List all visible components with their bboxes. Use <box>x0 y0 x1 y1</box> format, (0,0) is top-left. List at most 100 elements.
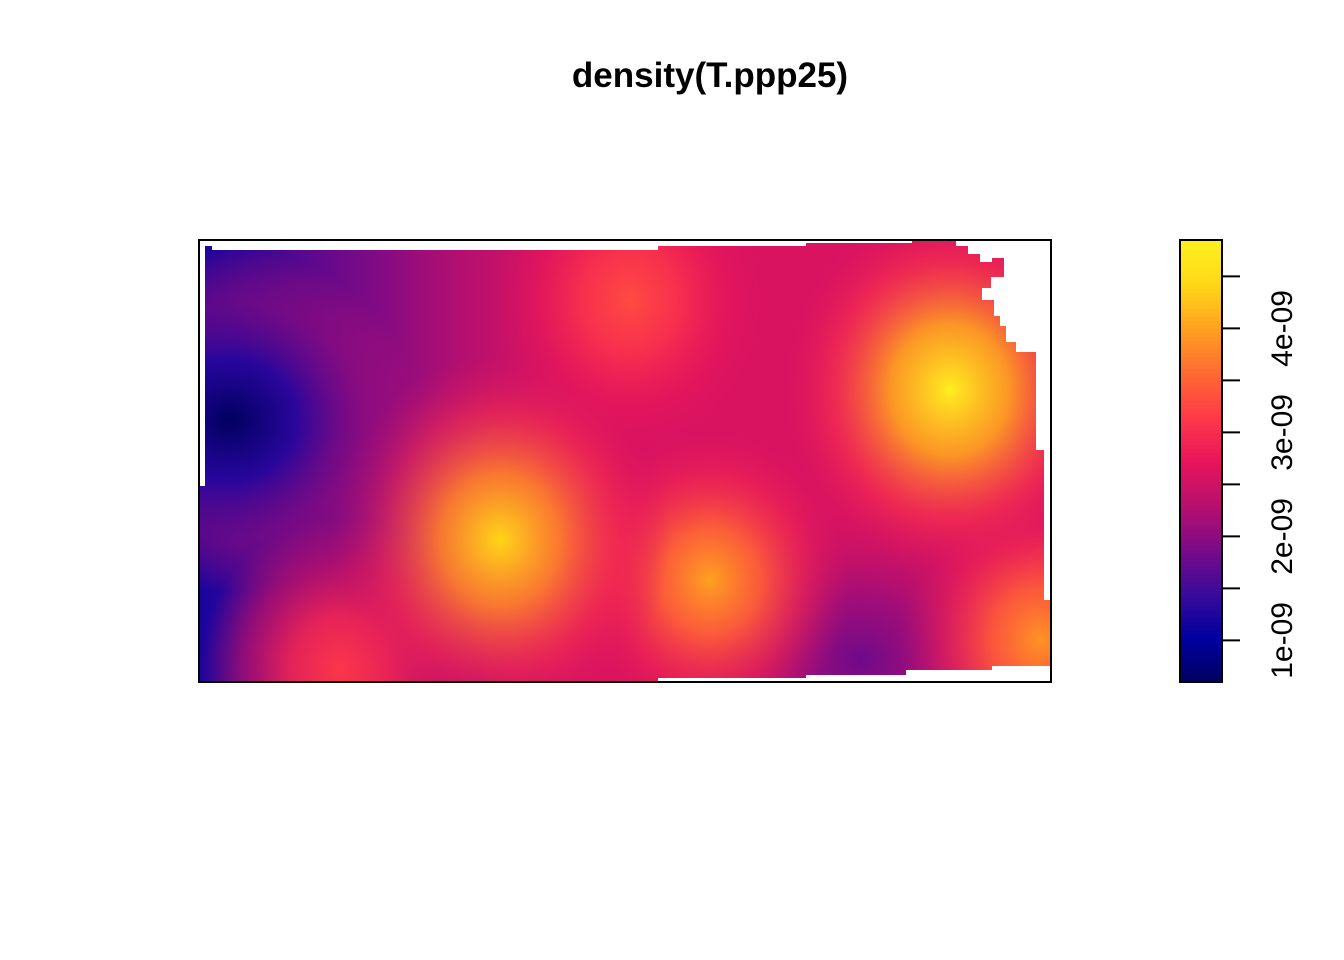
colorbar-swatch <box>1180 633 1222 639</box>
colorbar-swatch <box>1180 388 1222 394</box>
colorbar-swatch <box>1180 565 1222 571</box>
colorbar-swatch <box>1180 537 1222 542</box>
colorbar-swatch <box>1180 561 1222 567</box>
colorbar-swatch <box>1180 280 1222 285</box>
colorbar-swatch <box>1180 436 1222 442</box>
colorbar-swatch <box>1180 493 1222 498</box>
colorbar-swatch <box>1180 553 1222 559</box>
colorbar-swatch <box>1180 344 1222 350</box>
colorbar-swatch <box>1180 461 1222 466</box>
colorbar-swatch <box>1180 360 1222 366</box>
colorbar-swatch <box>1180 529 1222 534</box>
colorbar-swatch <box>1180 665 1222 671</box>
colorbar-swatch <box>1180 581 1222 587</box>
colorbar-swatch <box>1180 328 1222 334</box>
colorbar-swatch <box>1180 637 1222 643</box>
colorbar-swatch <box>1180 501 1222 506</box>
colorbar-swatch <box>1180 256 1222 261</box>
colorbar-swatch <box>1180 641 1222 647</box>
colorbar-swatch <box>1180 320 1222 325</box>
colorbar-swatch <box>1180 324 1222 329</box>
colorbar-swatch <box>1180 589 1222 595</box>
colorbar-swatch <box>1180 456 1222 462</box>
colorbar-swatch <box>1180 645 1222 651</box>
colorbar-swatch <box>1180 489 1222 494</box>
colorbar-swatch <box>1180 416 1222 422</box>
colorbar-swatch <box>1180 669 1222 675</box>
colorbar-swatch <box>1180 284 1222 289</box>
colorbar-swatch <box>1180 292 1222 297</box>
colorbar-swatch <box>1180 505 1222 510</box>
colorbar-swatch <box>1180 473 1222 478</box>
colorbar-tick-label: 1e-09 <box>1266 602 1299 679</box>
colorbar-swatch <box>1180 244 1222 249</box>
density-hotspot <box>199 249 420 591</box>
colorbar-swatch <box>1180 629 1222 635</box>
colorbar-swatch <box>1180 517 1222 522</box>
colorbar-swatch <box>1180 260 1222 265</box>
colorbar-swatch <box>1180 541 1222 546</box>
colorbar-swatch <box>1180 296 1222 301</box>
colorbar-swatch <box>1180 452 1222 458</box>
colorbar-swatch <box>1180 661 1222 667</box>
colorbar-swatch <box>1180 308 1222 313</box>
colorbar-swatch <box>1180 497 1222 502</box>
colorbar-swatch <box>1180 448 1222 454</box>
colorbar-swatch <box>1180 240 1222 245</box>
colorbar-swatch <box>1180 400 1222 406</box>
colorbar-swatch <box>1180 424 1222 430</box>
density-hotspot <box>780 240 1051 577</box>
colorbar-swatch <box>1180 613 1222 619</box>
colorbar-swatch <box>1180 621 1222 627</box>
colorbar-tick-label: 3e-09 <box>1266 394 1299 471</box>
colorbar-swatch <box>1180 348 1222 354</box>
colorbar-swatch <box>1180 485 1222 490</box>
colorbar: 1e-09 2e-09 3e-09 4e-09 <box>1179 239 1299 683</box>
colorbar-swatch <box>1180 248 1222 253</box>
colorbar-swatch <box>1180 569 1222 575</box>
colorbar-swatch <box>1180 340 1222 346</box>
colorbar-swatch <box>1180 392 1222 398</box>
colorbar-swatch <box>1180 545 1222 550</box>
colorbar-swatch <box>1180 356 1222 362</box>
colorbar-swatch <box>1180 312 1222 317</box>
colorbar-swatch <box>1180 617 1222 623</box>
colorbar-swatch <box>1180 649 1222 655</box>
colorbar-swatch <box>1180 593 1222 599</box>
colorbar-swatch <box>1180 469 1222 474</box>
plot-frame <box>198 239 1052 683</box>
colorbar-swatch <box>1180 585 1222 591</box>
colorbar-swatch <box>1180 276 1222 281</box>
density-heatmap <box>199 240 1051 681</box>
colorbar-tick-label: 4e-09 <box>1266 290 1299 367</box>
colorbar-swatch <box>1180 368 1222 374</box>
colorbar-swatch <box>1180 288 1222 293</box>
colorbar-swatch <box>1180 477 1222 482</box>
colorbar-swatch <box>1180 408 1222 414</box>
colorbar-swatch <box>1180 352 1222 358</box>
colorbar-swatch <box>1180 440 1222 446</box>
colorbar-swatch <box>1180 304 1222 309</box>
colorbar-swatch <box>1180 396 1222 402</box>
colorbar-swatch <box>1180 420 1222 426</box>
colorbar-swatch <box>1180 509 1222 514</box>
colorbar-swatch <box>1180 412 1222 418</box>
colorbar-swatch <box>1180 332 1222 338</box>
colorbar-swatch <box>1180 432 1222 438</box>
colorbar-swatch <box>1180 513 1222 518</box>
colorbar-swatch <box>1180 625 1222 631</box>
colorbar-swatch <box>1180 597 1222 603</box>
colorbar-swatch <box>1180 557 1222 563</box>
colorbar-swatch <box>1180 549 1222 555</box>
colorbar-swatch <box>1180 380 1222 386</box>
colorbar-swatch <box>1180 673 1222 679</box>
colorbar-swatch <box>1180 252 1222 257</box>
colorbar-swatch <box>1180 268 1222 273</box>
colorbar-swatch <box>1180 300 1222 305</box>
colorbar-swatch <box>1180 609 1222 615</box>
colorbar-swatch <box>1180 601 1222 607</box>
colorbar-swatch <box>1180 525 1222 530</box>
colorbar-swatch <box>1180 481 1222 486</box>
colorbar-swatch <box>1180 533 1222 538</box>
colorbar-swatch <box>1180 444 1222 450</box>
